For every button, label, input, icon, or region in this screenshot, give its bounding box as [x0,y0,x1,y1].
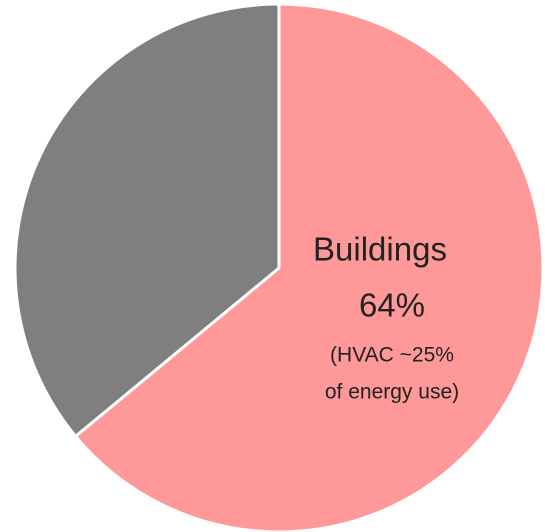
annotation: (HVAC ~25% [330,344,454,367]
pie-slice [13,2,281,438]
slices [13,2,545,532]
annotation: of energy use) [325,381,459,404]
pie-slice [74,2,545,532]
slice-label: Buildings [313,231,447,268]
value-label: 64% [359,287,425,324]
